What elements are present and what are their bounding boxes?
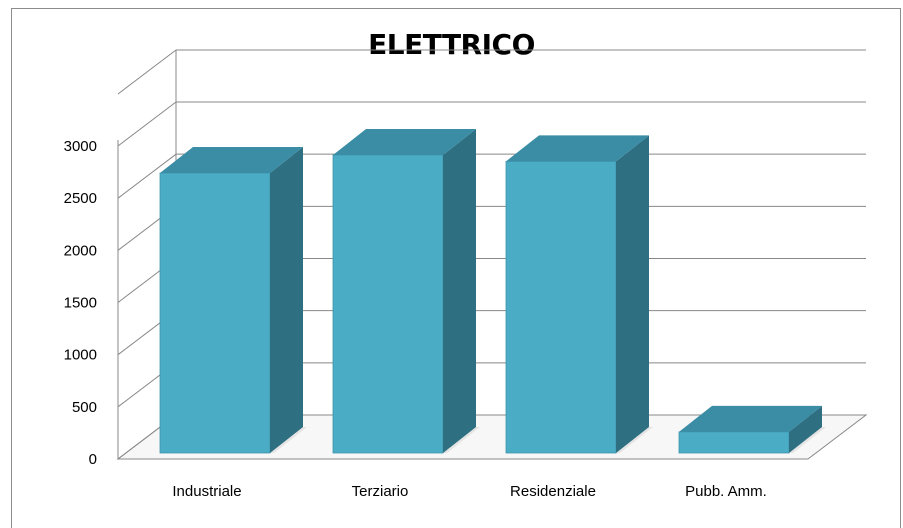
bar-top <box>506 135 649 162</box>
y-tick-label: 500 <box>72 399 97 416</box>
x-category-label: Residenziale <box>510 483 596 500</box>
bar-front-residenziale <box>505 160 617 454</box>
y-tick-label: 3000 <box>64 138 97 155</box>
bar-side <box>443 129 476 454</box>
y-tick-label: 1500 <box>64 295 97 312</box>
bar-front-pubb-amm- <box>678 431 790 454</box>
y-tick-label: 2500 <box>64 190 97 207</box>
side-gridline <box>117 101 177 147</box>
x-category-label: Terziario <box>352 483 409 500</box>
y-tick-label: 1000 <box>64 347 97 364</box>
y-tick-label: 2000 <box>64 242 97 259</box>
bar-front-industriale <box>159 172 271 454</box>
side-wall-top-edge <box>117 49 177 95</box>
bar-chart-3d: 0 500 1000 1500 2000 2500 3000 Industriale Terzi… <box>64 49 868 500</box>
bar-side <box>789 405 822 453</box>
x-category-label: Industriale <box>172 483 241 500</box>
bar-top <box>160 147 303 173</box>
x-category-label: Pubb. Amm. <box>685 483 767 500</box>
bar-side <box>616 135 649 453</box>
y-tick-label: 0 <box>89 451 97 468</box>
bar-top <box>333 129 476 156</box>
chart-title: ELETTRICO <box>368 28 535 61</box>
bar-top <box>679 405 822 432</box>
side-gridline <box>117 153 177 199</box>
bar-front-terziario <box>332 154 444 454</box>
bar-side <box>270 147 303 453</box>
